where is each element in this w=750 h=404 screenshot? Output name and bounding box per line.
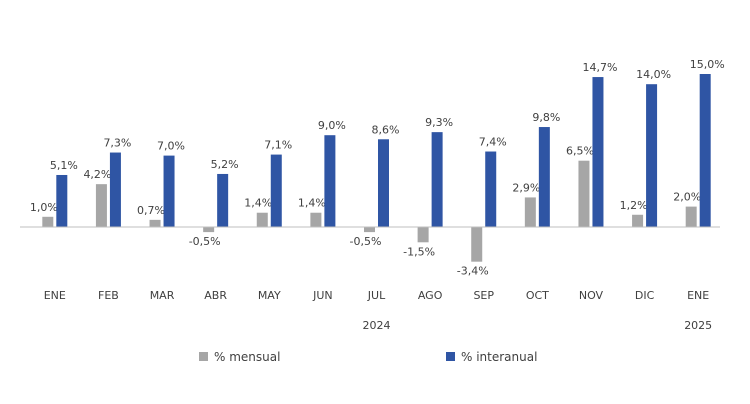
x-tick-label: ABR	[204, 289, 227, 302]
year-label: 2024	[363, 319, 391, 332]
bar-mensual	[471, 227, 483, 262]
data-label: 9,3%	[425, 116, 453, 129]
data-label: 5,2%	[211, 158, 239, 171]
bar-interanual	[56, 174, 68, 227]
data-label: 7,3%	[103, 137, 131, 150]
data-label: 1,4%	[244, 197, 272, 210]
x-tick-label: NOV	[579, 289, 604, 302]
bar-interanual	[699, 74, 711, 227]
data-label: 2,0%	[673, 191, 701, 204]
data-label: 7,4%	[479, 136, 507, 149]
data-label: 6,5%	[566, 145, 594, 158]
bar-mensual	[632, 214, 644, 227]
x-tick-label: SEP	[473, 289, 494, 302]
year-label: 2025	[684, 319, 712, 332]
data-label: 7,1%	[264, 139, 292, 152]
bar-mensual	[42, 216, 54, 227]
x-tick-label: MAR	[150, 289, 175, 302]
bar-mensual	[256, 212, 268, 227]
bar-mensual	[95, 184, 107, 227]
data-label: 0,7%	[137, 204, 165, 217]
data-label: 9,8%	[532, 111, 560, 124]
data-label: 4,2%	[83, 168, 111, 181]
data-label: 1,2%	[620, 199, 648, 212]
data-label: 14,0%	[636, 68, 671, 81]
bar-interanual	[109, 152, 121, 227]
bar-interanual	[270, 154, 282, 227]
data-label: 15,0%	[690, 58, 725, 71]
x-tick-label: JUN	[312, 289, 333, 302]
bar-interanual	[163, 155, 175, 227]
bar-mensual	[310, 212, 322, 227]
legend-label: % mensual	[214, 350, 280, 364]
x-tick-label: DIC	[635, 289, 655, 302]
data-label: -0,5%	[350, 235, 382, 248]
data-label: 14,7%	[582, 61, 617, 74]
x-tick-label: AGO	[418, 289, 443, 302]
x-tick-label: FEB	[98, 289, 119, 302]
legend-swatch	[446, 352, 455, 361]
bar-interanual	[646, 84, 658, 227]
data-label: -3,4%	[457, 265, 489, 278]
data-label: 1,0%	[30, 201, 58, 214]
bar-interanual	[324, 135, 336, 227]
bar-mensual	[149, 219, 161, 227]
bar-interanual	[538, 127, 550, 227]
x-tick-label: ENE	[44, 289, 66, 302]
data-label: 5,1%	[50, 159, 78, 172]
x-tick-label: OCT	[526, 289, 549, 302]
data-label: -0,5%	[189, 235, 221, 248]
data-label: 2,9%	[512, 181, 540, 194]
bar-interanual	[378, 139, 389, 227]
legend-label: % interanual	[461, 350, 537, 364]
legend-swatch	[199, 352, 208, 361]
bar-interanual	[485, 151, 497, 227]
data-label: 8,6%	[372, 123, 400, 136]
bar-mensual	[417, 227, 429, 243]
bar-interanual	[592, 77, 604, 227]
bar-mensual	[203, 227, 215, 233]
data-label: 7,0%	[157, 140, 185, 153]
data-label: 9,0%	[318, 119, 346, 132]
data-label: 1,4%	[298, 197, 326, 210]
bar-mensual	[578, 160, 590, 227]
bar-interanual	[217, 173, 229, 227]
data-label: -1,5%	[403, 245, 435, 258]
bar-mensual	[364, 227, 375, 233]
x-tick-label: ENE	[687, 289, 709, 302]
bar-mensual	[524, 197, 536, 227]
x-tick-label: MAY	[258, 289, 281, 302]
bar-mensual	[685, 206, 697, 227]
x-tick-label: JUL	[367, 289, 386, 302]
bar-interanual	[431, 132, 443, 227]
